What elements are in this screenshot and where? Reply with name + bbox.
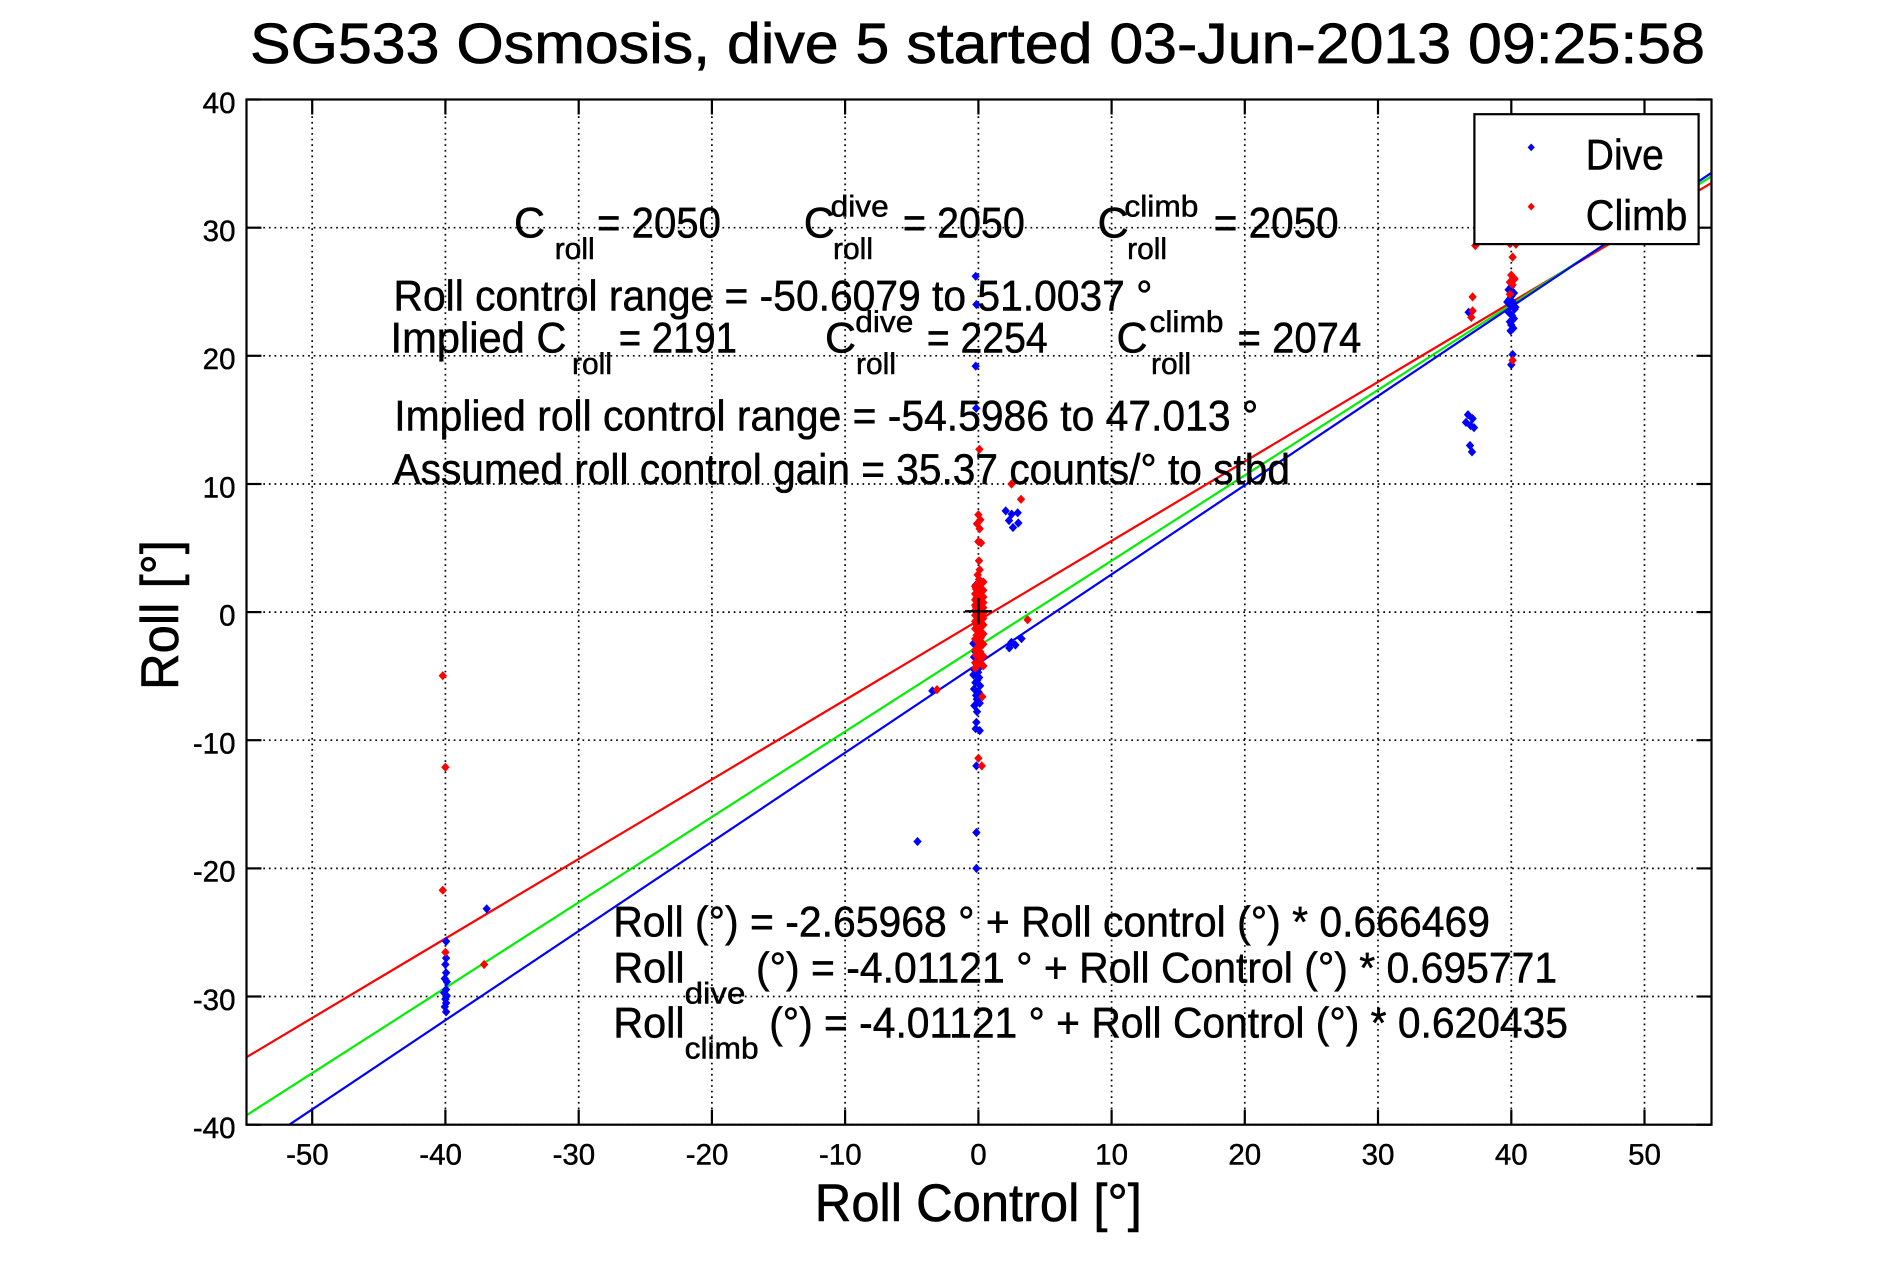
svg-text:dive: dive xyxy=(831,191,889,224)
svg-text:(°) = -4.01121 ° + Roll Contro: (°) = -4.01121 ° + Roll Control (°) * 0.… xyxy=(756,944,1557,992)
svg-text:Roll (°) = -2.65968 ° + Roll c: Roll (°) = -2.65968 ° + Roll control (°)… xyxy=(613,899,1490,947)
svg-text:Assumed roll control gain = 35: Assumed roll control gain = 35.37 counts… xyxy=(394,446,1291,494)
svg-text:Implied roll control range = -: Implied roll control range = -54.5986 to… xyxy=(394,393,1258,441)
svg-text:40: 40 xyxy=(1495,1139,1528,1172)
svg-text:-10: -10 xyxy=(819,1139,862,1172)
svg-text:Implied C: Implied C xyxy=(391,315,567,363)
svg-text:climb: climb xyxy=(1124,191,1198,224)
svg-text:-30: -30 xyxy=(553,1139,596,1172)
svg-text:-40: -40 xyxy=(193,1112,236,1145)
svg-text:SG533 Osmosis, dive 5 started: SG533 Osmosis, dive 5 started 03-Jun-201… xyxy=(250,12,1705,76)
svg-text:10: 10 xyxy=(203,471,236,504)
svg-text:= 2050: = 2050 xyxy=(1214,199,1339,247)
svg-text:dive: dive xyxy=(685,977,746,1010)
svg-text:dive: dive xyxy=(855,306,913,339)
svg-text:Roll: Roll xyxy=(613,999,684,1047)
svg-text:-30: -30 xyxy=(193,984,236,1017)
svg-text:50: 50 xyxy=(1628,1139,1661,1172)
svg-text:(°) = -4.01121 ° + Roll Contro: (°) = -4.01121 ° + Roll Control (°) * 0.… xyxy=(769,999,1568,1047)
svg-text:climb: climb xyxy=(1150,306,1224,339)
svg-text:-50: -50 xyxy=(286,1139,329,1172)
svg-text:C: C xyxy=(804,199,835,247)
svg-text:0: 0 xyxy=(970,1139,986,1172)
svg-text:Roll [°]: Roll [°] xyxy=(131,540,190,690)
svg-text:20: 20 xyxy=(203,343,236,376)
svg-text:30: 30 xyxy=(1362,1139,1395,1172)
svg-text:C: C xyxy=(514,199,545,247)
svg-text:C: C xyxy=(1117,315,1148,363)
svg-text:Roll: Roll xyxy=(613,944,684,992)
svg-text:-40: -40 xyxy=(419,1139,462,1172)
svg-text:Climb: Climb xyxy=(1586,192,1688,240)
svg-text:= 2254: = 2254 xyxy=(927,315,1048,363)
svg-text:roll: roll xyxy=(555,233,595,266)
svg-text:40: 40 xyxy=(203,87,236,120)
svg-text:roll: roll xyxy=(1127,233,1167,266)
svg-text:-20: -20 xyxy=(686,1139,729,1172)
svg-text:roll: roll xyxy=(833,233,873,266)
svg-text:= 2074: = 2074 xyxy=(1238,315,1362,363)
svg-text:= 2050: = 2050 xyxy=(903,199,1025,247)
svg-text:20: 20 xyxy=(1228,1139,1261,1172)
svg-text:roll: roll xyxy=(572,348,612,381)
svg-text:C: C xyxy=(1098,199,1129,247)
svg-text:Roll control range = -50.6079: Roll control range = -50.6079 to 51.0037… xyxy=(394,273,1153,321)
svg-text:10: 10 xyxy=(1095,1139,1128,1172)
svg-text:Dive: Dive xyxy=(1586,132,1664,180)
svg-text:30: 30 xyxy=(203,215,236,248)
svg-text:-10: -10 xyxy=(193,728,236,761)
svg-text:climb: climb xyxy=(685,1032,759,1065)
svg-text:= 2050: = 2050 xyxy=(597,199,721,247)
svg-text:0: 0 xyxy=(219,599,235,632)
svg-text:= 2191: = 2191 xyxy=(619,315,737,363)
svg-text:Roll Control [°]: Roll Control [°] xyxy=(815,1174,1142,1233)
svg-text:roll: roll xyxy=(856,348,896,381)
svg-text:-20: -20 xyxy=(193,856,236,889)
svg-text:C: C xyxy=(825,315,856,363)
svg-text:roll: roll xyxy=(1151,348,1191,381)
